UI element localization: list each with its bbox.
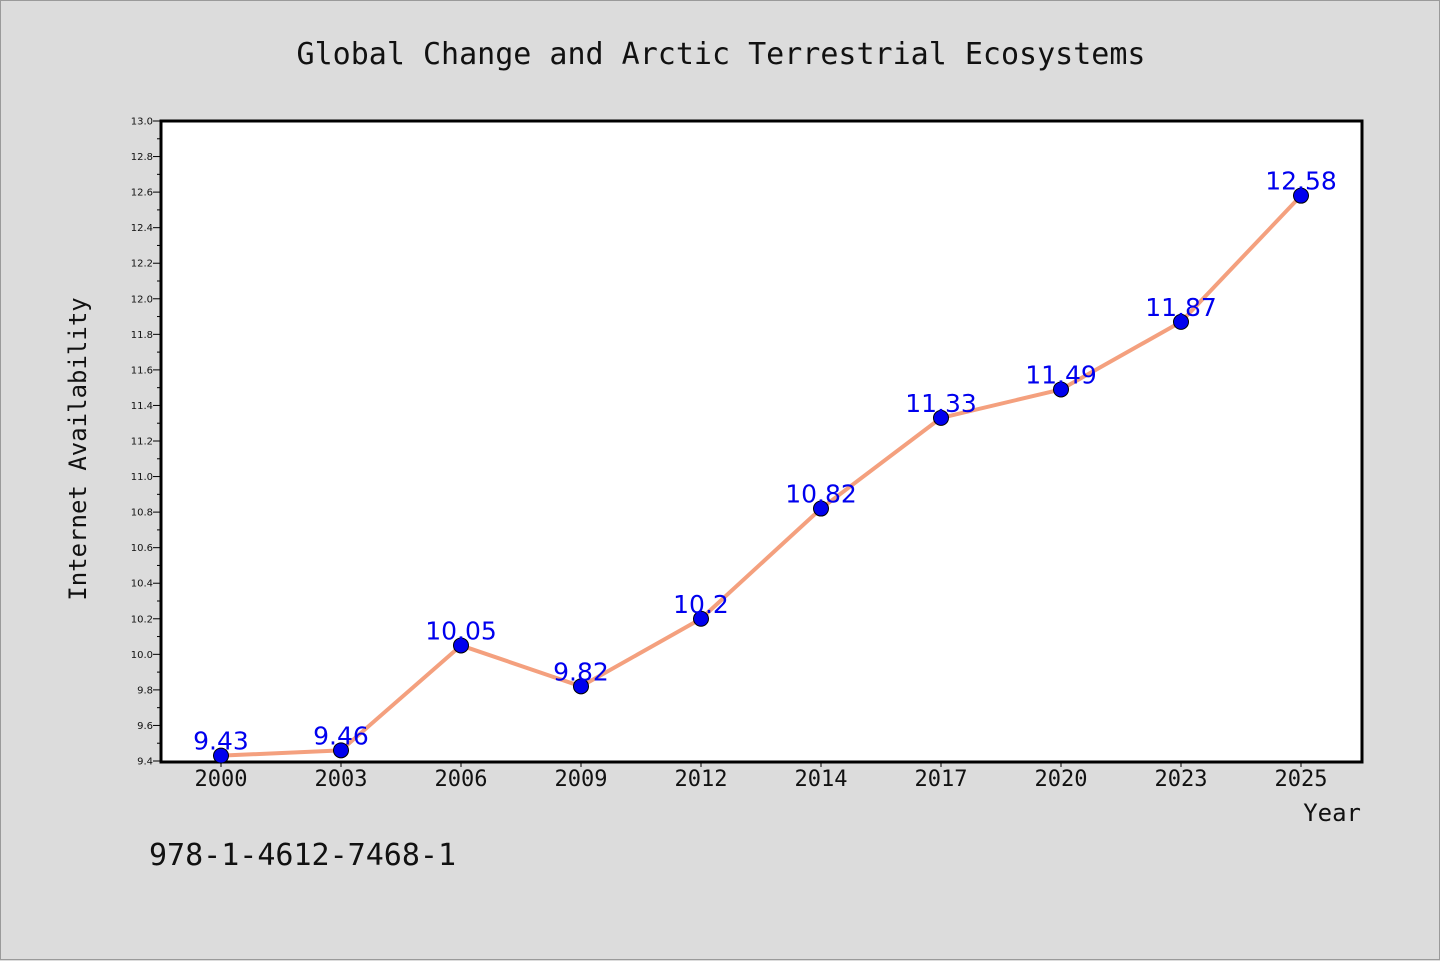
data-point	[453, 637, 469, 654]
x-tick-label: 2003	[315, 767, 368, 792]
data-label: 12.58	[1265, 167, 1337, 196]
y-tick-label: 12.6	[131, 188, 153, 199]
y-tick-label: 9.8	[137, 685, 153, 696]
data-point	[933, 409, 949, 426]
x-tick-label: 2006	[435, 767, 488, 792]
y-tick-label: 10.6	[131, 543, 153, 554]
y-tick-label: 10.8	[131, 508, 153, 519]
y-tick-label: 11.2	[131, 437, 153, 448]
data-label: 11.33	[905, 389, 977, 418]
x-axis: 2000 2003 2006 2009 2012 2014 2017 2020 2023 2025	[195, 761, 1328, 792]
y-tick-label: 11.6	[131, 365, 153, 376]
series-line	[219, 193, 1303, 758]
y-tick-label: 13.0	[131, 117, 153, 128]
y-axis: 9.4 9.6 9.8 10.0 10.2 10.4 10.6 10.8 11.0 11.2 11.…	[131, 117, 161, 768]
data-point	[213, 747, 229, 764]
data-point	[1173, 313, 1189, 330]
data-point	[333, 742, 349, 759]
y-tick-label: 12.0	[131, 294, 153, 305]
x-tick-label: 2012	[675, 767, 728, 792]
data-point	[573, 678, 589, 695]
y-tick-label: 11.8	[131, 330, 153, 341]
y-tick-label: 10.0	[131, 650, 153, 661]
data-labels: 9.43 9.46 10.05 9.82 10.2 10.82 11.33 11.49 11.8…	[193, 167, 1337, 756]
x-tick-label: 2020	[1035, 767, 1088, 792]
data-label: 9.43	[193, 727, 249, 756]
y-tick-label: 9.4	[137, 757, 153, 768]
data-label: 10.05	[425, 616, 497, 645]
x-tick-label: 2017	[915, 767, 968, 792]
data-point	[813, 500, 829, 517]
data-label: 9.82	[553, 657, 609, 686]
isbn-text: 978-1-4612-7468-1	[149, 838, 456, 873]
chart-title: Global Change and Arctic Terrestrial Eco…	[297, 37, 1146, 72]
x-tick-label: 2023	[1155, 767, 1208, 792]
y-axis-title: Internet Availability	[64, 297, 92, 600]
data-label: 10.2	[673, 590, 729, 619]
y-tick-label: 12.2	[131, 259, 153, 270]
x-tick-label: 2014	[795, 767, 848, 792]
plot-area	[159, 119, 1364, 764]
y-tick-label: 9.6	[137, 721, 153, 732]
data-point	[1293, 187, 1309, 204]
x-tick-label: 2009	[555, 767, 608, 792]
x-tick-label: 2025	[1275, 767, 1328, 792]
data-point	[693, 610, 709, 627]
data-label: 9.46	[313, 721, 369, 750]
y-tick-label: 10.2	[131, 614, 153, 625]
y-tick-label: 11.4	[131, 401, 153, 412]
x-axis-title: Year	[1303, 799, 1361, 827]
y-tick-label: 10.4	[131, 579, 153, 590]
y-tick-label: 12.8	[131, 152, 153, 163]
data-point	[1053, 381, 1069, 398]
data-label: 10.82	[785, 480, 857, 509]
y-tick-label: 11.0	[131, 472, 153, 483]
data-label: 11.49	[1025, 360, 1097, 389]
y-tick-label: 12.4	[131, 223, 153, 234]
x-tick-label: 2000	[195, 767, 248, 792]
data-label: 11.87	[1145, 293, 1217, 322]
data-series	[213, 187, 1309, 764]
